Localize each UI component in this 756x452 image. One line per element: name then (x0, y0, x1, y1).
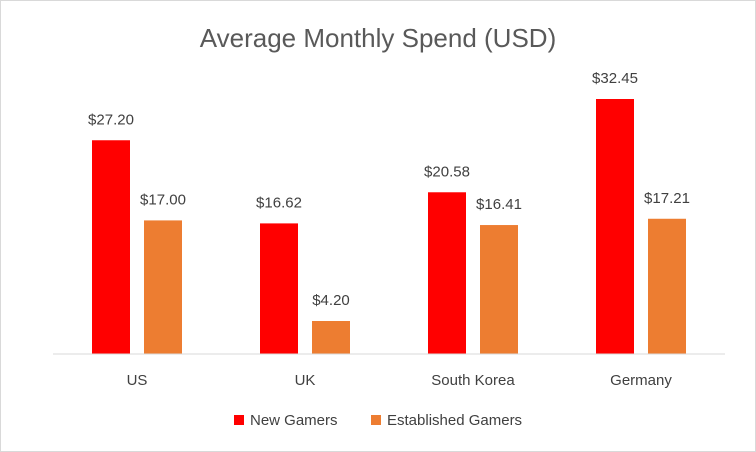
data-label-new-gamers-uk: $16.62 (256, 194, 302, 211)
legend: New Gamers Established Gamers (234, 412, 522, 429)
data-label-new-gamers-germany: $32.45 (592, 70, 638, 87)
labels-layer: $27.20 $17.00 US $16.62 $4.20 UK $20.58 $16.41 S… (88, 70, 690, 389)
data-label-established-gamers-uk: $4.20 (312, 292, 350, 309)
bar-new-gamers-us (92, 140, 130, 354)
data-label-established-gamers-south-korea: $16.41 (476, 196, 522, 213)
category-label-uk: UK (295, 372, 316, 389)
bar-established-gamers-us (144, 220, 182, 354)
data-label-new-gamers-us: $27.20 (88, 111, 134, 128)
data-label-established-gamers-germany: $17.21 (644, 190, 690, 207)
bar-new-gamers-germany (596, 99, 634, 354)
category-label-germany: Germany (610, 372, 672, 389)
legend-swatch-new-gamers (234, 415, 244, 425)
category-label-us: US (127, 372, 148, 389)
legend-label-established-gamers: Established Gamers (387, 412, 522, 429)
category-label-south-korea: South Korea (431, 372, 515, 389)
bar-established-gamers-germany (648, 218, 686, 354)
bar-established-gamers-south-korea (480, 225, 518, 354)
data-label-new-gamers-south-korea: $20.58 (424, 163, 470, 180)
legend-label-new-gamers: New Gamers (250, 412, 338, 429)
bars-layer (92, 99, 686, 354)
legend-swatch-established-gamers (371, 415, 381, 425)
bar-established-gamers-uk (312, 320, 350, 354)
bar-new-gamers-uk (260, 223, 298, 354)
bar-new-gamers-south-korea (428, 192, 466, 354)
data-label-established-gamers-us: $17.00 (140, 191, 186, 208)
chart-title: Average Monthly Spend (USD) (200, 23, 556, 53)
